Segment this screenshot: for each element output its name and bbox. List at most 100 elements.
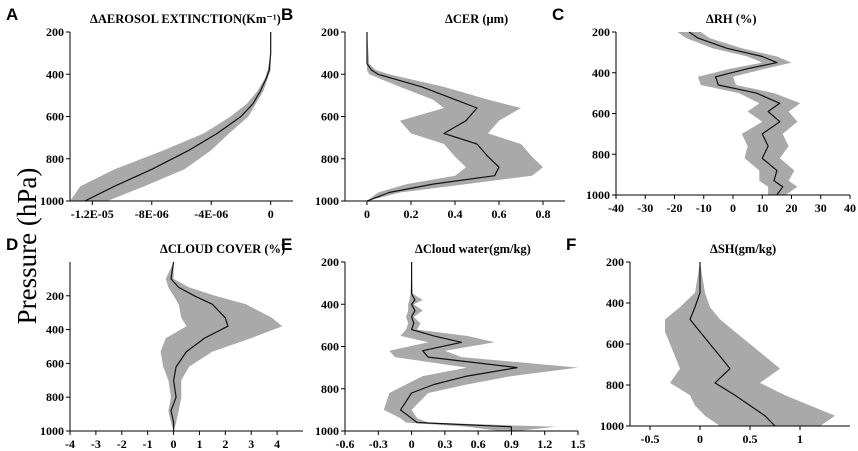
panel-c-x-tick-label: -40: [608, 201, 624, 215]
panel-f-y-tick-label: 600: [606, 337, 624, 351]
panel-f-y-tick-label: 1000: [600, 419, 624, 433]
panel-b-letter: B: [281, 5, 293, 24]
panel-b-x-tick-label: 0.4: [448, 207, 463, 221]
panel-c-x-tick-label: 20: [786, 201, 798, 215]
panel-d-y-tick-label: 800: [46, 390, 64, 404]
panel-d-x-tick-label: -2: [117, 437, 127, 451]
y-axis-label: Pressure (hPa): [12, 168, 42, 325]
panel-d-x-tick-label: 3: [248, 437, 254, 451]
panel-e-x-tick-label: 0.3: [437, 437, 452, 451]
panel-d-x-tick-label: 2: [222, 437, 228, 451]
panel-f-x-tick-label: 1: [797, 432, 803, 446]
panel-a-mean-line: [84, 32, 272, 202]
panel-e-y-tick-label: 200: [321, 255, 339, 269]
panel-e-letter: E: [281, 235, 292, 254]
panel-d-letter: D: [6, 235, 18, 254]
panel-e-x-tick-label: -0.3: [369, 437, 388, 451]
panel-e-y-tick-label: 400: [321, 297, 339, 311]
panel-f-x-tick-label: 0.5: [743, 432, 758, 446]
panel-e-x-tick-label: -0.6: [336, 437, 355, 451]
panel-a-spread-band: [70, 32, 271, 201]
panel-f-y-tick-label: 400: [606, 296, 624, 310]
panel-e-x-tick-label: 0.9: [504, 437, 519, 451]
panel-a-y-tick-label: 400: [46, 67, 64, 81]
panel-e-spread-band: [383, 262, 578, 431]
panel-b-mean-line: [366, 32, 500, 202]
panel-a-y-tick-label: 600: [46, 110, 64, 124]
panel-a-x-tick-label: -4E-06: [194, 207, 228, 221]
panel-f: 200 400 600 800 1000 -0.5 0 0.5 1 ΔSH(gm/kg) F: [566, 235, 850, 446]
panel-d: 200 400 600 800 1000-4 -3 -2 -1 0 1 2 3 4 ΔCLOUD COVE…: [6, 235, 303, 451]
panel-c: 200 400 600 800 1000-40 -30 -20 -10 0 10 20 30 40 ΔRH…: [552, 5, 856, 215]
panel-e-mean-line: [399, 262, 518, 431]
panel-c-y-tick-label: 600: [592, 107, 610, 121]
panel-b-y-tick-label: 800: [321, 152, 339, 166]
panel-d-x-tick-label: 0: [171, 437, 177, 451]
panel-a-y-tick-label: 1000: [40, 194, 64, 208]
panel-f-spread-band: [665, 262, 835, 426]
panel-e-y-tick-label: 1000: [315, 424, 339, 438]
panel-c-mean-line: [688, 31, 784, 196]
panel-e-x-tick-label: 0.6: [471, 437, 486, 451]
panel-f-title: ΔSH(gm/kg): [710, 242, 776, 256]
panel-c-x-tick-label: -20: [667, 201, 683, 215]
panel-d-y-tick-label: 600: [46, 356, 64, 370]
panel-a-x-tick-label: 0: [268, 207, 274, 221]
panel-b-title: ΔCER (μm): [445, 12, 508, 26]
panel-e-y-tick-label: 600: [321, 340, 339, 354]
panel-b-spread-band: [367, 32, 543, 201]
panel-b-y-tick-label: 400: [321, 67, 339, 81]
panel-f-y-tick-label: 200: [606, 255, 624, 269]
panel-b-y-tick-label: 1000: [315, 194, 339, 208]
panel-d-x-tick-label: -4: [65, 437, 75, 451]
panel-d-y-tick-label: 400: [46, 323, 64, 337]
panel-d-mean-line: [170, 261, 229, 431]
panel-c-x-tick-label: -10: [696, 201, 712, 215]
panel-b-x-tick-label: 0.8: [536, 207, 551, 221]
panel-d-y-tick-label: 200: [46, 289, 64, 303]
panel-d-title: ΔCLOUD COVER (%): [160, 242, 285, 256]
panel-a-x-tick-label: -1.2E-05: [71, 207, 114, 221]
panel-a-x-tick-label: -8E-06: [135, 207, 169, 221]
panel-e: 200 400 600 800 1000-0.6 -0.3 0 0.3 0.6 0.9 1.2 1.5…: [281, 235, 586, 451]
panel-f-y-tick-label: 800: [606, 378, 624, 392]
panel-b: 200 400 600 800 1000 0 0.2 0.4 0.6 0.8 ΔCER (μm) B: [281, 5, 565, 221]
panel-f-x-tick-label: -0.5: [641, 432, 660, 446]
panel-a-title: ΔAEROSOL EXTINCTION(Km⁻¹): [90, 12, 281, 26]
panel-e-title: ΔCloud water(gm/kg): [415, 242, 531, 256]
panel-d-y-tick-label: 1000: [40, 424, 64, 438]
panel-f-mean-line: [689, 262, 776, 427]
panel-c-x-tick-label: 40: [844, 201, 856, 215]
panel-d-spread-band: [160, 262, 283, 431]
panel-e-y-tick-label: 800: [321, 382, 339, 396]
panel-a-y-tick-label: 800: [46, 152, 64, 166]
panel-c-y-tick-label: 400: [592, 66, 610, 80]
panel-d-x-tick-label: 1: [196, 437, 202, 451]
panel-c-y-tick-label: 800: [592, 147, 610, 161]
panel-c-spread-band: [677, 32, 801, 195]
panel-f-x-tick-label: 0: [697, 432, 703, 446]
panel-e-x-tick-label: 1.2: [537, 437, 552, 451]
panel-c-title: ΔRH (%): [706, 12, 757, 26]
panel-c-x-tick-label: 10: [756, 201, 768, 215]
panel-f-letter: F: [566, 235, 576, 254]
panel-a-y-tick-label: 200: [46, 25, 64, 39]
panel-a-letter: A: [6, 5, 18, 24]
panel-d-x-tick-label: -1: [143, 437, 153, 451]
panel-c-x-tick-label: -30: [637, 201, 653, 215]
panel-c-y-tick-label: 200: [592, 25, 610, 39]
panel-b-x-tick-label: 0: [364, 207, 370, 221]
panel-c-x-tick-label: 30: [815, 201, 827, 215]
panel-b-x-tick-label: 0.6: [492, 207, 507, 221]
panel-b-y-tick-label: 200: [321, 25, 339, 39]
panel-c-x-tick-label: 0: [730, 201, 736, 215]
panel-b-y-tick-label: 600: [321, 110, 339, 124]
panel-b-x-tick-label: 0.2: [404, 207, 419, 221]
panel-e-x-tick-label: 0: [409, 437, 415, 451]
panel-c-y-tick-label: 1000: [586, 188, 610, 202]
panel-d-x-tick-label: 4: [274, 437, 280, 451]
panel-c-letter: C: [552, 5, 564, 24]
panel-d-x-tick-label: -3: [91, 437, 101, 451]
panel-e-x-tick-label: 1.5: [571, 437, 586, 451]
